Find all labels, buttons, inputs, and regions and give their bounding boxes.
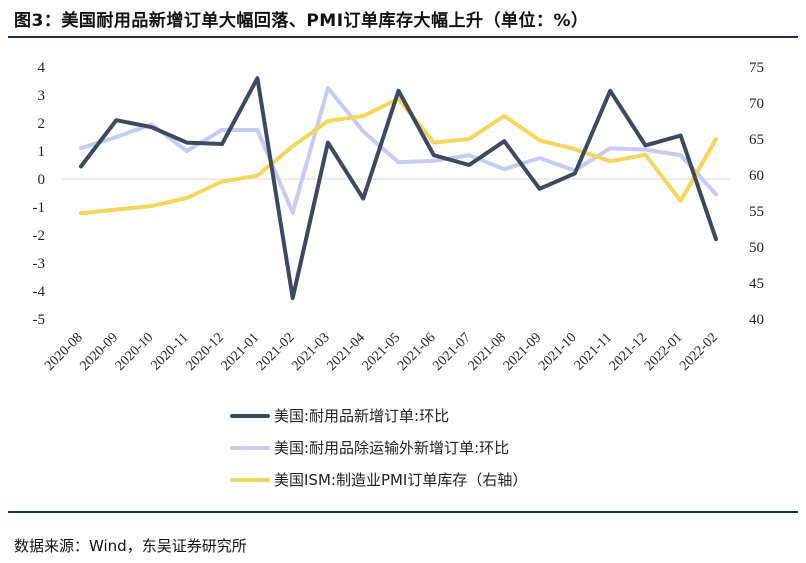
x-tick-label: 2020-10 — [113, 330, 157, 374]
bottom-rule — [8, 511, 798, 513]
left-tick-label: -3 — [33, 256, 46, 272]
legend: 美国:耐用品新增订单:环比美国:耐用品除运输外新增订单:环比美国ISM:制造业P… — [230, 407, 527, 489]
series-line-0 — [79, 76, 718, 300]
x-tick-label: 2021-11 — [572, 330, 615, 373]
right-tick-label: 60 — [749, 168, 764, 184]
x-tick-label: 2021-05 — [360, 330, 404, 374]
x-tick-label: 2022-01 — [642, 330, 686, 374]
left-tick-label: 0 — [38, 172, 46, 188]
left-axis: 4 3 2 1 0 -1 -2 -3 -4 -5 — [33, 60, 46, 328]
legend-label: 美国:耐用品新增订单:环比 — [274, 407, 449, 425]
x-tick-label: 2021-03 — [289, 330, 333, 374]
left-tick-label: 3 — [38, 88, 46, 104]
chart-title: 图3：美国耐用品新增订单大幅回落、PMI订单库存大幅上升（单位：%） — [14, 11, 589, 31]
left-tick-label: 2 — [38, 116, 46, 132]
legend-label: 美国:耐用品除运输外新增订单:环比 — [274, 439, 509, 457]
right-tick-label: 50 — [749, 240, 764, 256]
x-tick-label: 2020-09 — [77, 330, 121, 374]
x-tick-label: 2021-06 — [395, 330, 439, 374]
x-tick-label: 2022-02 — [677, 330, 721, 374]
series-line-2 — [79, 96, 718, 216]
x-tick-label: 2021-01 — [219, 330, 263, 374]
series-line-1 — [79, 86, 718, 215]
x-tick-label: 2021-07 — [430, 330, 474, 374]
left-tick-label: -1 — [33, 200, 46, 216]
legend-label: 美国ISM:制造业PMI订单库存（右轴） — [274, 471, 527, 489]
x-tick-label: 2021-08 — [466, 330, 510, 374]
x-tick-label: 2021-10 — [536, 330, 580, 374]
x-tick-label: 2021-12 — [607, 330, 651, 374]
left-tick-label: -5 — [33, 312, 46, 328]
data-source: 数据来源：Wind，东吴证券研究所 — [14, 537, 247, 555]
right-tick-label: 70 — [749, 96, 764, 112]
left-tick-label: 4 — [38, 60, 46, 76]
left-tick-label: -4 — [33, 284, 46, 300]
x-tick-label: 2021-04 — [324, 330, 368, 374]
line-chart: 4 3 2 1 0 -1 -2 -3 -4 -5 75 70 65 60 55 50 45 40 2020-08… — [33, 60, 765, 489]
right-tick-label: 65 — [749, 132, 764, 148]
x-tick-label: 2021-09 — [501, 330, 545, 374]
top-rule — [8, 36, 798, 38]
x-tick-label: 2020-11 — [148, 330, 191, 373]
x-axis-labels: 2020-082020-092020-102020-112020-122021-… — [42, 330, 721, 374]
right-tick-label: 75 — [749, 60, 764, 76]
right-tick-label: 55 — [749, 204, 764, 220]
right-tick-label: 40 — [749, 312, 764, 328]
x-tick-label: 2020-12 — [183, 330, 227, 374]
x-tick-label: 2021-02 — [254, 330, 298, 374]
series-layer — [79, 76, 718, 300]
left-tick-label: 1 — [38, 144, 46, 160]
right-axis: 75 70 65 60 55 50 45 40 — [749, 60, 764, 328]
right-tick-label: 45 — [749, 276, 764, 292]
x-tick-label: 2020-08 — [42, 330, 86, 374]
left-tick-label: -2 — [33, 228, 46, 244]
